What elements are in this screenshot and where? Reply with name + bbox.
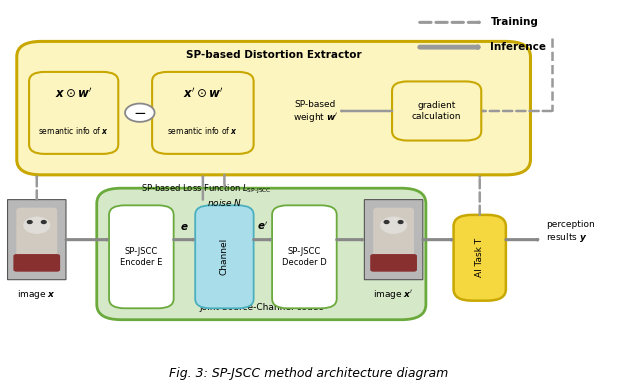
Text: SP-based Distortion Extractor: SP-based Distortion Extractor xyxy=(186,50,362,60)
FancyBboxPatch shape xyxy=(109,205,174,308)
FancyBboxPatch shape xyxy=(152,72,253,154)
Text: Inference: Inference xyxy=(491,42,546,52)
Text: AI Task T: AI Task T xyxy=(475,238,485,277)
Text: SP-JSCC
Encoder E: SP-JSCC Encoder E xyxy=(120,247,163,266)
Text: semantic info of $\boldsymbol{x}$: semantic info of $\boldsymbol{x}$ xyxy=(167,126,239,136)
Circle shape xyxy=(24,217,49,233)
FancyBboxPatch shape xyxy=(370,254,417,271)
Text: SP-based
weight $\boldsymbol{w}^{\prime}$: SP-based weight $\boldsymbol{w}^{\prime}… xyxy=(292,100,338,124)
Text: image $\boldsymbol{x}^{\prime}$: image $\boldsymbol{x}^{\prime}$ xyxy=(373,288,414,301)
Circle shape xyxy=(41,220,46,223)
Text: gradient
calculation: gradient calculation xyxy=(412,101,462,121)
Circle shape xyxy=(398,220,403,223)
Circle shape xyxy=(27,220,32,223)
Text: Channel: Channel xyxy=(220,238,229,275)
FancyBboxPatch shape xyxy=(454,215,506,301)
FancyBboxPatch shape xyxy=(195,205,253,308)
FancyBboxPatch shape xyxy=(29,72,118,154)
Text: perception
results $\boldsymbol{y}$: perception results $\boldsymbol{y}$ xyxy=(546,220,595,244)
FancyBboxPatch shape xyxy=(272,205,337,308)
Circle shape xyxy=(125,104,154,122)
FancyBboxPatch shape xyxy=(17,41,530,175)
FancyBboxPatch shape xyxy=(392,81,481,141)
Text: $\boldsymbol{e}$: $\boldsymbol{e}$ xyxy=(180,222,188,232)
Text: Fig. 3: SP-JSCC method architecture diagram: Fig. 3: SP-JSCC method architecture diag… xyxy=(169,367,449,379)
Text: semantic info of $\boldsymbol{x}$: semantic info of $\boldsymbol{x}$ xyxy=(38,126,109,136)
FancyBboxPatch shape xyxy=(373,208,414,260)
Text: Joint Source-Channel codec: Joint Source-Channel codec xyxy=(199,303,323,312)
Text: SP-JSCC
Decoder D: SP-JSCC Decoder D xyxy=(282,247,327,266)
Text: $-$: $-$ xyxy=(133,104,146,119)
Text: $\boldsymbol{e}^{\prime}$: $\boldsymbol{e}^{\prime}$ xyxy=(257,220,268,232)
FancyBboxPatch shape xyxy=(365,200,423,280)
FancyBboxPatch shape xyxy=(16,208,57,260)
Text: SP-based Loss Function $L_{\rm SP\text{-}JSCC}$: SP-based Loss Function $L_{\rm SP\text{-… xyxy=(141,183,271,196)
Text: Training: Training xyxy=(491,17,538,27)
FancyBboxPatch shape xyxy=(14,254,60,271)
Text: image $\boldsymbol{x}$: image $\boldsymbol{x}$ xyxy=(17,288,56,301)
Circle shape xyxy=(384,220,389,223)
FancyBboxPatch shape xyxy=(97,188,426,320)
Circle shape xyxy=(381,217,407,233)
FancyBboxPatch shape xyxy=(7,200,66,280)
Text: $\boldsymbol{x}^{\prime} \odot \boldsymbol{w}^{\prime}$: $\boldsymbol{x}^{\prime} \odot \boldsymb… xyxy=(183,87,223,101)
Text: $\boldsymbol{x} \odot \boldsymbol{w}^{\prime}$: $\boldsymbol{x} \odot \boldsymbol{w}^{\p… xyxy=(55,87,93,101)
Text: noise $N$: noise $N$ xyxy=(207,197,242,208)
